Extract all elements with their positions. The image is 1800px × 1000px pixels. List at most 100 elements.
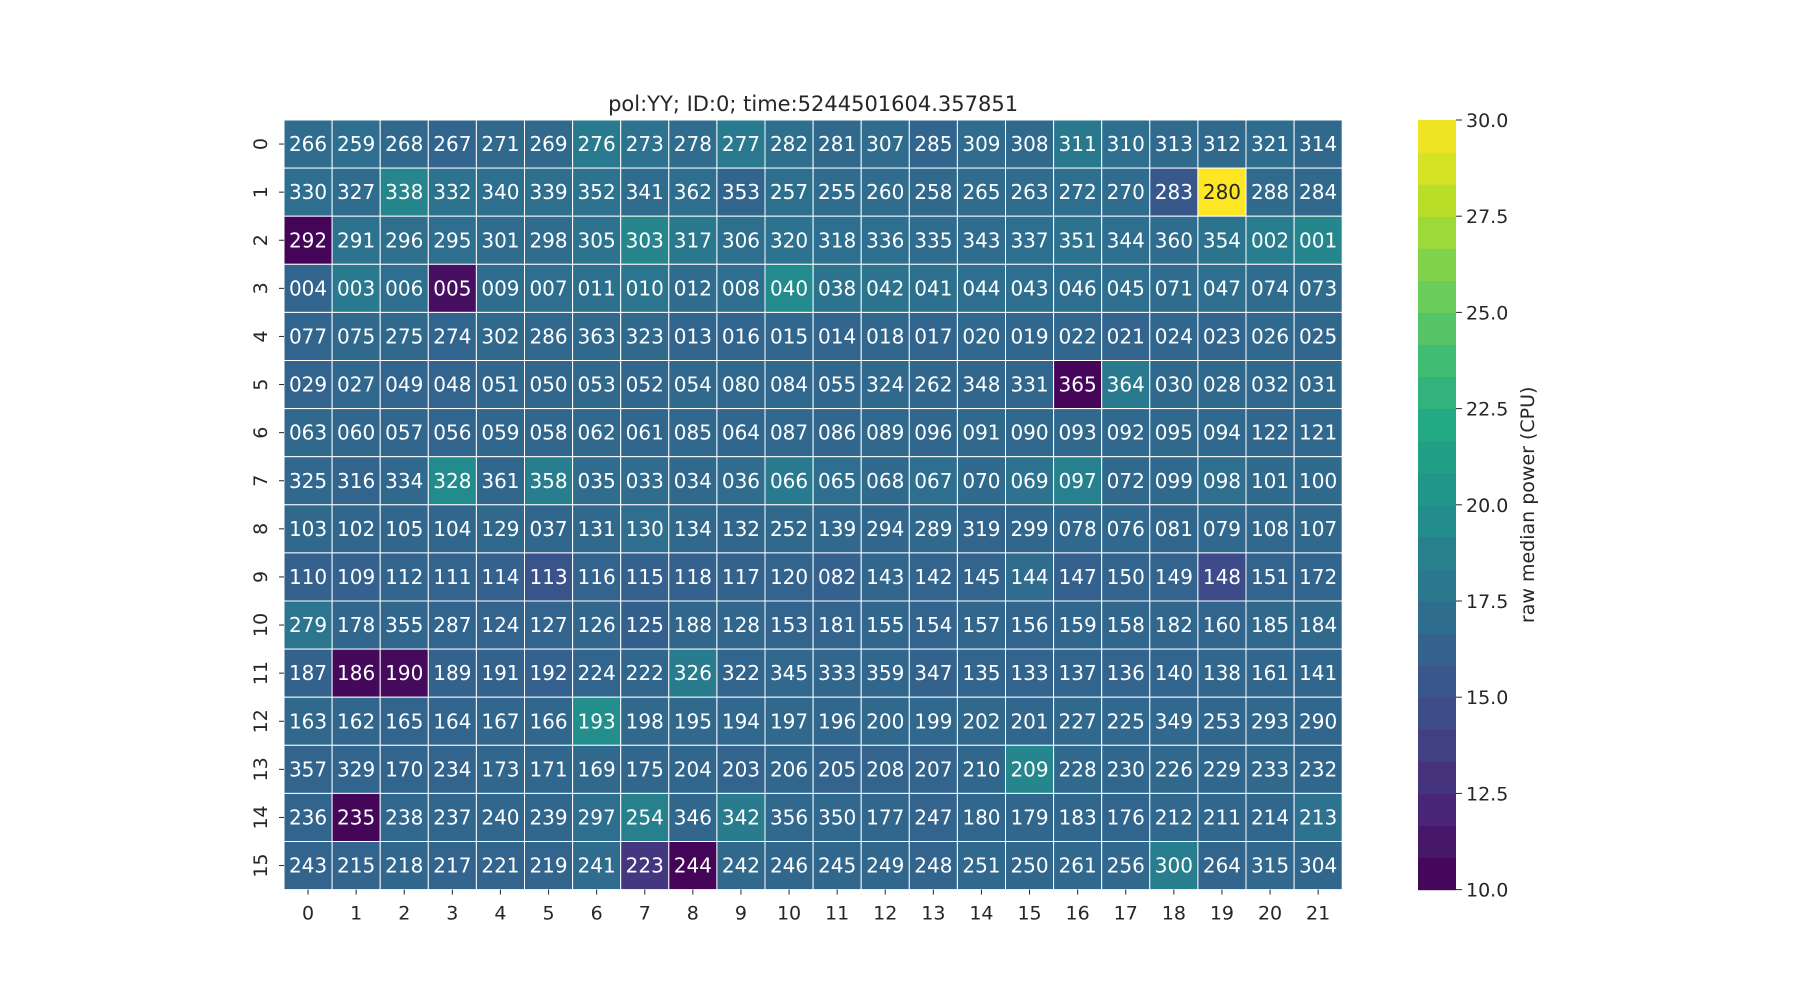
cell-label: 258 <box>914 180 952 204</box>
heatmap-cell <box>620 263 670 313</box>
heatmap-cell <box>908 648 958 698</box>
heatmap-cell <box>1197 215 1247 265</box>
heatmap-cell <box>1245 696 1295 746</box>
heatmap-cell <box>764 408 814 458</box>
cell-label: 120 <box>770 565 808 589</box>
cell-label: 167 <box>481 709 519 733</box>
cell-label: 207 <box>914 757 952 781</box>
x-tick-label: 6 <box>591 903 603 925</box>
cell-label: 328 <box>433 469 471 493</box>
cell-label: 303 <box>626 228 664 252</box>
cell-label: 117 <box>722 565 760 589</box>
cell-label: 130 <box>626 517 664 541</box>
cell-label: 073 <box>1299 276 1337 300</box>
y-tick-label: 0 <box>250 138 272 150</box>
heatmap-cell <box>764 215 814 265</box>
heatmap-cell <box>1101 504 1151 554</box>
cell-label: 019 <box>1010 324 1048 348</box>
heatmap-cell <box>427 263 477 313</box>
heatmap-cell <box>908 744 958 794</box>
cell-label: 109 <box>337 565 375 589</box>
cell-label: 224 <box>578 661 616 685</box>
heatmap-cell <box>475 696 525 746</box>
cell-label: 184 <box>1299 613 1337 637</box>
x-tick-label: 15 <box>1017 903 1041 925</box>
x-tick-label: 0 <box>302 903 314 925</box>
heatmap-cell <box>1053 408 1103 458</box>
colorbar-tick-label: 25.0 <box>1466 302 1508 324</box>
colorbar-tick-label: 10.0 <box>1466 880 1508 902</box>
cell-label: 272 <box>1059 180 1097 204</box>
cell-label: 293 <box>1251 709 1289 733</box>
cell-label: 255 <box>818 180 856 204</box>
heatmap-cell <box>620 456 670 506</box>
heatmap-cell <box>379 215 429 265</box>
y-tick-label: 3 <box>250 282 272 294</box>
heatmap-cell <box>1293 119 1343 169</box>
cell-label: 176 <box>1107 805 1145 829</box>
heatmap-cell <box>1053 263 1103 313</box>
cell-label: 161 <box>1251 661 1289 685</box>
heatmap-cell <box>524 215 574 265</box>
heatmap-cell <box>331 215 381 265</box>
heatmap-cell <box>331 696 381 746</box>
heatmap-cell <box>572 167 622 217</box>
cell-label: 355 <box>385 613 423 637</box>
cell-label: 347 <box>914 661 952 685</box>
cell-label: 305 <box>578 228 616 252</box>
cell-label: 111 <box>433 565 471 589</box>
cell-label: 035 <box>578 469 616 493</box>
cell-label: 197 <box>770 709 808 733</box>
cell-label: 278 <box>674 132 712 156</box>
cell-label: 038 <box>818 276 856 300</box>
cell-label: 256 <box>1107 854 1145 878</box>
heatmap-cell <box>1053 504 1103 554</box>
cell-label: 175 <box>626 757 664 781</box>
heatmap-cell <box>572 311 622 361</box>
heatmap-cell <box>812 600 862 650</box>
heatmap-cell <box>956 792 1007 843</box>
heatmap-cell <box>1053 696 1103 746</box>
cell-label: 116 <box>578 565 616 589</box>
cell-label: 209 <box>1010 757 1048 781</box>
cell-label: 287 <box>433 613 471 637</box>
colorbar: 10.0 12.5 15.0 17.5 20.0 22.5 25.0 27.5 30.0 <box>1418 110 1508 902</box>
heatmap-cell <box>283 552 333 602</box>
cell-label: 165 <box>385 709 423 733</box>
cell-label: 177 <box>866 805 904 829</box>
cell-label: 131 <box>578 517 616 541</box>
colorbar-segment <box>1418 793 1456 827</box>
cell-label: 135 <box>962 661 1000 685</box>
cell-label: 044 <box>962 276 1000 300</box>
cell-label: 009 <box>481 276 519 300</box>
cell-label: 212 <box>1155 805 1193 829</box>
cell-label: 142 <box>914 565 952 589</box>
cell-label: 284 <box>1299 180 1337 204</box>
heatmap-cell <box>1197 696 1247 746</box>
cell-label: 137 <box>1059 661 1097 685</box>
colorbar-segment <box>1418 825 1456 859</box>
cell-label: 092 <box>1107 421 1145 445</box>
cell-label: 356 <box>770 805 808 829</box>
cell-label: 139 <box>818 517 856 541</box>
cell-label: 107 <box>1299 517 1337 541</box>
cell-label: 234 <box>433 757 471 781</box>
colorbar-tick-label: 17.5 <box>1466 591 1508 613</box>
cell-label: 082 <box>818 565 856 589</box>
cell-label: 307 <box>866 132 904 156</box>
colorbar-segment <box>1418 633 1456 666</box>
cell-label: 203 <box>722 757 760 781</box>
cell-label: 241 <box>578 854 616 878</box>
x-tick-label: 3 <box>446 903 458 925</box>
cell-label: 349 <box>1155 709 1193 733</box>
cell-label: 352 <box>578 180 616 204</box>
cell-label: 279 <box>289 613 327 637</box>
heatmap-cell <box>764 504 814 554</box>
cell-label: 150 <box>1107 565 1145 589</box>
cell-label: 057 <box>385 421 423 445</box>
cell-label: 056 <box>433 421 471 445</box>
cell-label: 192 <box>529 661 567 685</box>
heatmap-cell <box>764 360 814 410</box>
cell-label: 091 <box>962 421 1000 445</box>
heatmap-cell <box>668 311 718 361</box>
